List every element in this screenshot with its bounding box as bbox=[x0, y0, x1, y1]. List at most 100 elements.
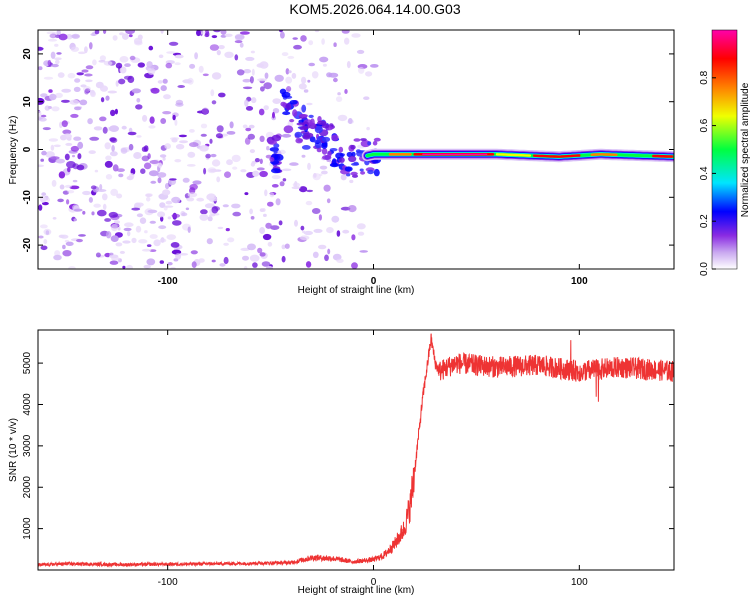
spectrogram-noise-blob bbox=[118, 78, 126, 85]
spectrogram-noise-blob bbox=[172, 220, 182, 226]
spectrogram-noise-blob bbox=[105, 95, 110, 101]
spectrogram-noise-blob bbox=[64, 153, 70, 161]
spectrogram-noise-blob bbox=[143, 145, 149, 152]
spectrogram-noise-blob bbox=[76, 238, 83, 243]
y-tick-label: -10 bbox=[22, 190, 33, 205]
spectrogram-noise-blob bbox=[344, 89, 348, 94]
spectrogram-noise-blob bbox=[245, 106, 254, 111]
spectrogram-ridge-blob bbox=[339, 157, 345, 164]
spectrogram-noise-blob bbox=[234, 33, 245, 41]
spectrogram-noise-blob bbox=[211, 35, 218, 39]
spectrogram-noise-blob bbox=[95, 81, 104, 89]
spectrogram-noise-blob bbox=[204, 203, 215, 209]
spectrogram-noise-blob bbox=[209, 138, 213, 144]
spectrogram-noise-blob bbox=[249, 208, 254, 215]
spectrogram-noise-blob bbox=[326, 227, 334, 234]
spectrogram-noise-blob bbox=[272, 108, 280, 114]
spectrogram-noise-blob bbox=[127, 230, 131, 237]
spectrogram-noise-blob bbox=[104, 160, 113, 168]
spectrogram-noise-blob bbox=[257, 78, 267, 82]
spectrogram-noise-blob bbox=[259, 135, 265, 142]
spectrogram-noise-blob bbox=[234, 54, 239, 61]
spectrogram-noise-blob bbox=[113, 220, 121, 224]
spectrogram-noise-blob bbox=[239, 42, 244, 48]
spectrogram-noise-blob bbox=[265, 222, 272, 229]
spectrogram-noise-blob bbox=[186, 164, 196, 167]
spectrogram-noise-blob bbox=[159, 202, 166, 209]
spectrogram-noise-blob bbox=[181, 212, 188, 217]
spectrogram-noise-blob bbox=[41, 192, 47, 196]
spectrogram-noise-blob bbox=[158, 54, 164, 59]
spectrogram-noise-blob bbox=[216, 50, 221, 56]
spectrogram-noise-blob bbox=[294, 181, 298, 187]
spectrogram-noise-blob bbox=[61, 88, 72, 93]
spectrogram-noise-blob bbox=[79, 99, 88, 106]
spectrogram-noise-blob bbox=[45, 230, 50, 235]
spectrogram-noise-blob bbox=[199, 145, 209, 152]
spectrogram-noise-blob bbox=[109, 137, 117, 142]
spectrogram-noise-blob bbox=[158, 162, 163, 168]
spectrogram-noise-blob bbox=[135, 104, 143, 110]
spectrogram-noise-blob bbox=[112, 224, 119, 227]
spectrogram-noise-blob bbox=[65, 33, 73, 40]
spectrogram-noise-blob bbox=[119, 32, 125, 36]
spectrogram-noise-blob bbox=[85, 79, 93, 83]
spectrogram-noise-blob bbox=[42, 127, 51, 131]
spectrogram-noise-blob bbox=[170, 266, 176, 269]
spectrogram-noise-blob bbox=[303, 230, 313, 236]
spectrogram-noise-blob bbox=[122, 33, 129, 40]
spectrogram-noise-blob bbox=[171, 213, 181, 218]
spectrogram-noise-blob bbox=[356, 223, 366, 230]
spectrogram-noise-blob bbox=[147, 67, 156, 75]
spectrogram-ridge-blob bbox=[274, 153, 284, 162]
spectrogram-noise-blob bbox=[139, 217, 147, 224]
spectrogram-noise-blob bbox=[117, 226, 121, 231]
spectrogram-noise-blob bbox=[251, 97, 257, 104]
spectrogram-noise-blob bbox=[148, 45, 154, 51]
spectrogram-ridge-blob bbox=[294, 131, 303, 138]
spectrogram-noise-blob bbox=[131, 207, 141, 211]
spectrogram-noise-blob bbox=[200, 123, 208, 129]
spectrogram-noise-blob bbox=[58, 171, 66, 179]
spectrogram-noise-blob bbox=[305, 200, 313, 206]
spectrogram-noise-blob bbox=[135, 225, 142, 233]
spectrogram-noise-blob bbox=[160, 85, 167, 92]
spectrogram-x-axis-label: Height of straight line (km) bbox=[298, 285, 415, 296]
spectrogram-ridge-blob bbox=[350, 144, 356, 150]
spectrogram-noise-blob bbox=[110, 188, 119, 196]
spectrogram-noise-blob bbox=[284, 243, 290, 249]
spectrogram-noise-blob bbox=[138, 239, 148, 244]
spectrogram-ridge-blob bbox=[280, 101, 287, 107]
snr-x-axis-label: Height of straight line (km) bbox=[298, 585, 415, 596]
spectrogram-ridge-blob bbox=[285, 103, 292, 111]
spectrogram-noise-blob bbox=[211, 206, 219, 214]
spectrogram-noise-blob bbox=[72, 154, 75, 158]
spectrogram-noise-blob bbox=[318, 214, 322, 221]
spectrogram-noise-blob bbox=[73, 136, 82, 141]
spectrogram-noise-blob bbox=[61, 99, 70, 103]
spectrogram-noise-blob bbox=[249, 149, 255, 154]
spectrogram-noise-blob bbox=[308, 40, 314, 46]
spectrogram-noise-blob bbox=[267, 241, 273, 247]
spectrogram-noise-blob bbox=[116, 193, 123, 199]
spectrogram-noise-blob bbox=[70, 46, 79, 52]
spectrogram-noise-blob bbox=[209, 168, 218, 173]
spectrogram-noise-blob bbox=[213, 213, 220, 216]
spectrogram-noise-blob bbox=[160, 30, 164, 34]
spectrogram-noise-blob bbox=[84, 46, 88, 54]
spectrogram-noise-blob bbox=[41, 150, 47, 156]
spectrogram-noise-blob bbox=[280, 31, 285, 39]
spectrogram-noise-blob bbox=[256, 167, 265, 171]
spectrogram-noise-blob bbox=[165, 62, 173, 69]
spectrogram-noise-blob bbox=[340, 174, 347, 181]
spectrogram-ridge-blob bbox=[301, 104, 307, 113]
spectrogram-ridge-blob bbox=[322, 123, 330, 129]
spectrogram-noise-blob bbox=[55, 92, 63, 98]
spectrogram-noise-blob bbox=[337, 114, 348, 122]
spectrogram-noise-blob bbox=[56, 52, 62, 55]
spectrogram-noise-blob bbox=[93, 126, 103, 131]
spectrogram-noise-blob bbox=[323, 184, 331, 192]
spectrogram-noise-blob bbox=[129, 173, 135, 179]
spectrogram-noise-blob bbox=[122, 240, 131, 244]
spectrogram-noise-blob bbox=[81, 69, 89, 73]
